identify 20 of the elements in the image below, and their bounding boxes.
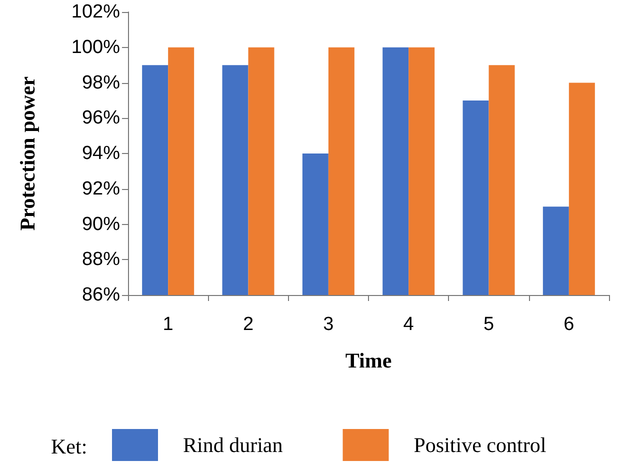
x-tick-label: 2 <box>242 314 254 335</box>
x-tick-label: 3 <box>323 314 334 335</box>
y-tick-label: 96% <box>82 108 120 129</box>
x-tick-label: 4 <box>403 314 414 335</box>
legend-label: Rind durian <box>183 433 284 457</box>
legend-title: Ket: <box>51 434 88 458</box>
y-tick-label: 90% <box>82 214 120 235</box>
x-tick-label: 6 <box>564 314 574 335</box>
x-axis-title: Time <box>345 348 392 372</box>
x-tick-label: 1 <box>162 314 174 335</box>
y-tick-label: 98% <box>82 72 120 94</box>
y-axis-title: Protection power <box>16 76 40 231</box>
y-tick-label: 88% <box>82 249 120 270</box>
y-tick-label: 94% <box>82 143 120 164</box>
y-tick-label: 100% <box>71 36 120 58</box>
y-tick-label: 86% <box>82 284 120 306</box>
y-tick-label: 92% <box>82 178 120 200</box>
y-tick-label: 102% <box>71 2 120 22</box>
x-tick-label: 5 <box>483 314 494 335</box>
legend-label: Positive control <box>414 433 546 457</box>
